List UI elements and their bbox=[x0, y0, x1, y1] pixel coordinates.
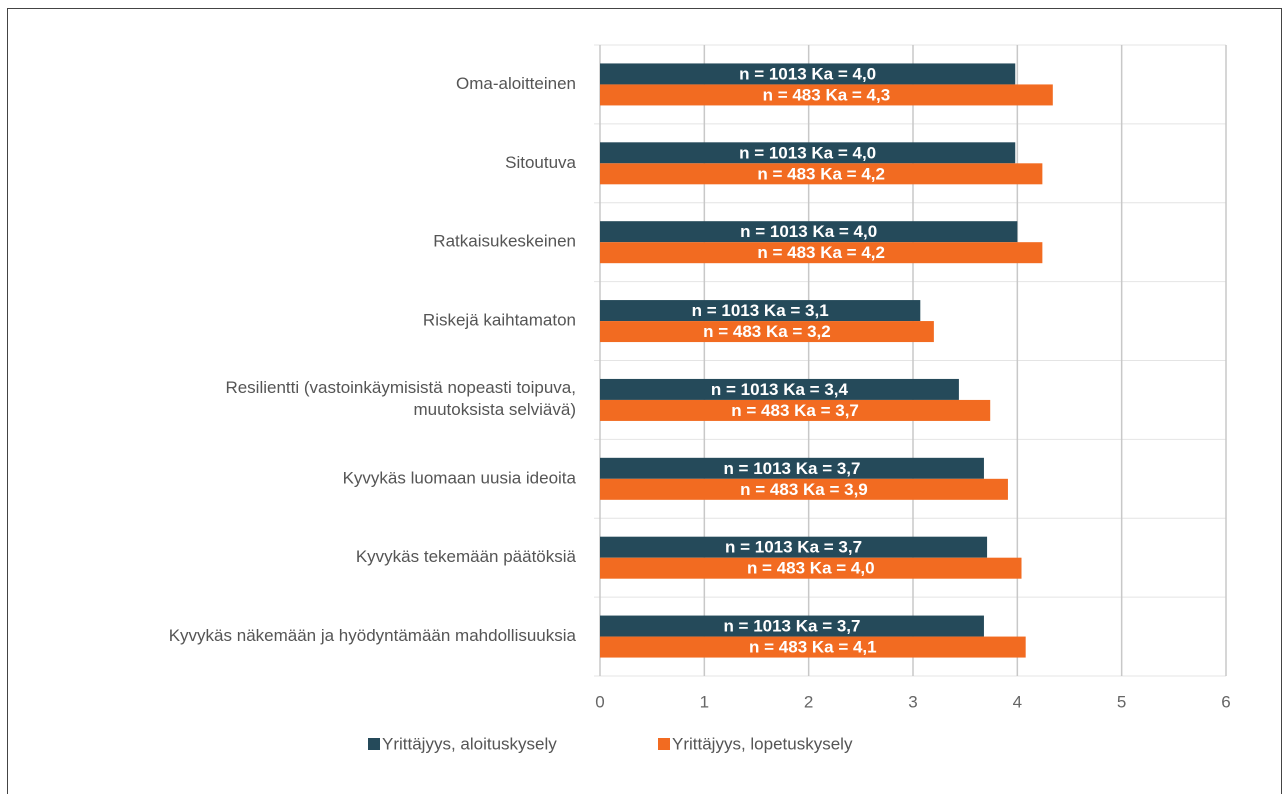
category-label: Ratkaisukeskeinen bbox=[433, 232, 576, 251]
value-label: n = 483 Ka = 4,3 bbox=[763, 85, 891, 104]
value-label: n = 483 Ka = 3,9 bbox=[740, 480, 868, 499]
bar bbox=[600, 457, 984, 479]
legend-label: Yrittäjyys, lopetuskysely bbox=[672, 734, 853, 753]
x-tick-label: 4 bbox=[1013, 692, 1022, 711]
x-tick-label: 1 bbox=[700, 692, 709, 711]
category-label: Resilientti (vastoinkäymisistä nopeasti … bbox=[225, 378, 576, 419]
legend-swatch bbox=[658, 738, 670, 750]
value-label: n = 483 Ka = 4,0 bbox=[747, 559, 875, 578]
bar bbox=[600, 242, 1043, 264]
bar bbox=[600, 399, 991, 421]
category-label: Oma-aloitteinen bbox=[456, 74, 576, 93]
bar bbox=[600, 84, 1053, 106]
bar bbox=[600, 221, 1018, 243]
value-label: n = 483 Ka = 3,2 bbox=[703, 322, 831, 341]
value-label: n = 1013 Ka = 3,1 bbox=[692, 301, 829, 320]
bar bbox=[600, 536, 988, 558]
bar bbox=[600, 615, 984, 637]
category-label: Kyvykäs luomaan uusia ideoita bbox=[343, 468, 577, 487]
value-label: n = 1013 Ka = 4,0 bbox=[740, 222, 877, 241]
bar bbox=[600, 163, 1043, 185]
value-label: n = 1013 Ka = 3,7 bbox=[723, 459, 860, 478]
category-label: Riskejä kaihtamaton bbox=[423, 311, 576, 330]
bar bbox=[600, 300, 921, 322]
x-tick-label: 5 bbox=[1117, 692, 1126, 711]
bar bbox=[600, 321, 934, 343]
value-label: n = 1013 Ka = 4,0 bbox=[739, 64, 876, 83]
value-label: n = 1013 Ka = 3,7 bbox=[723, 617, 860, 636]
category-label: Sitoutuva bbox=[505, 153, 576, 172]
bar bbox=[600, 636, 1026, 658]
x-tick-label: 3 bbox=[908, 692, 917, 711]
value-label: n = 1013 Ka = 3,7 bbox=[725, 538, 862, 557]
value-label: n = 483 Ka = 3,7 bbox=[731, 401, 859, 420]
value-label: n = 483 Ka = 4,1 bbox=[749, 638, 877, 657]
bar bbox=[600, 378, 959, 400]
value-label: n = 1013 Ka = 3,4 bbox=[711, 380, 849, 399]
category-label: Kyvykäs tekemään päätöksiä bbox=[356, 547, 577, 566]
bar bbox=[600, 63, 1016, 85]
bar bbox=[600, 142, 1016, 164]
x-tick-label: 0 bbox=[595, 692, 604, 711]
value-label: n = 1013 Ka = 4,0 bbox=[739, 143, 876, 162]
x-tick-label: 6 bbox=[1221, 692, 1230, 711]
value-label: n = 483 Ka = 4,2 bbox=[757, 243, 885, 262]
bar bbox=[600, 557, 1022, 579]
legend-label: Yrittäjyys, aloituskysely bbox=[382, 734, 557, 753]
bar bbox=[600, 478, 1008, 500]
value-label: n = 483 Ka = 4,2 bbox=[757, 164, 885, 183]
x-tick-label: 2 bbox=[804, 692, 813, 711]
legend-swatch bbox=[368, 738, 380, 750]
category-label: Kyvykäs näkemään ja hyödyntämään mahdoll… bbox=[169, 626, 577, 645]
